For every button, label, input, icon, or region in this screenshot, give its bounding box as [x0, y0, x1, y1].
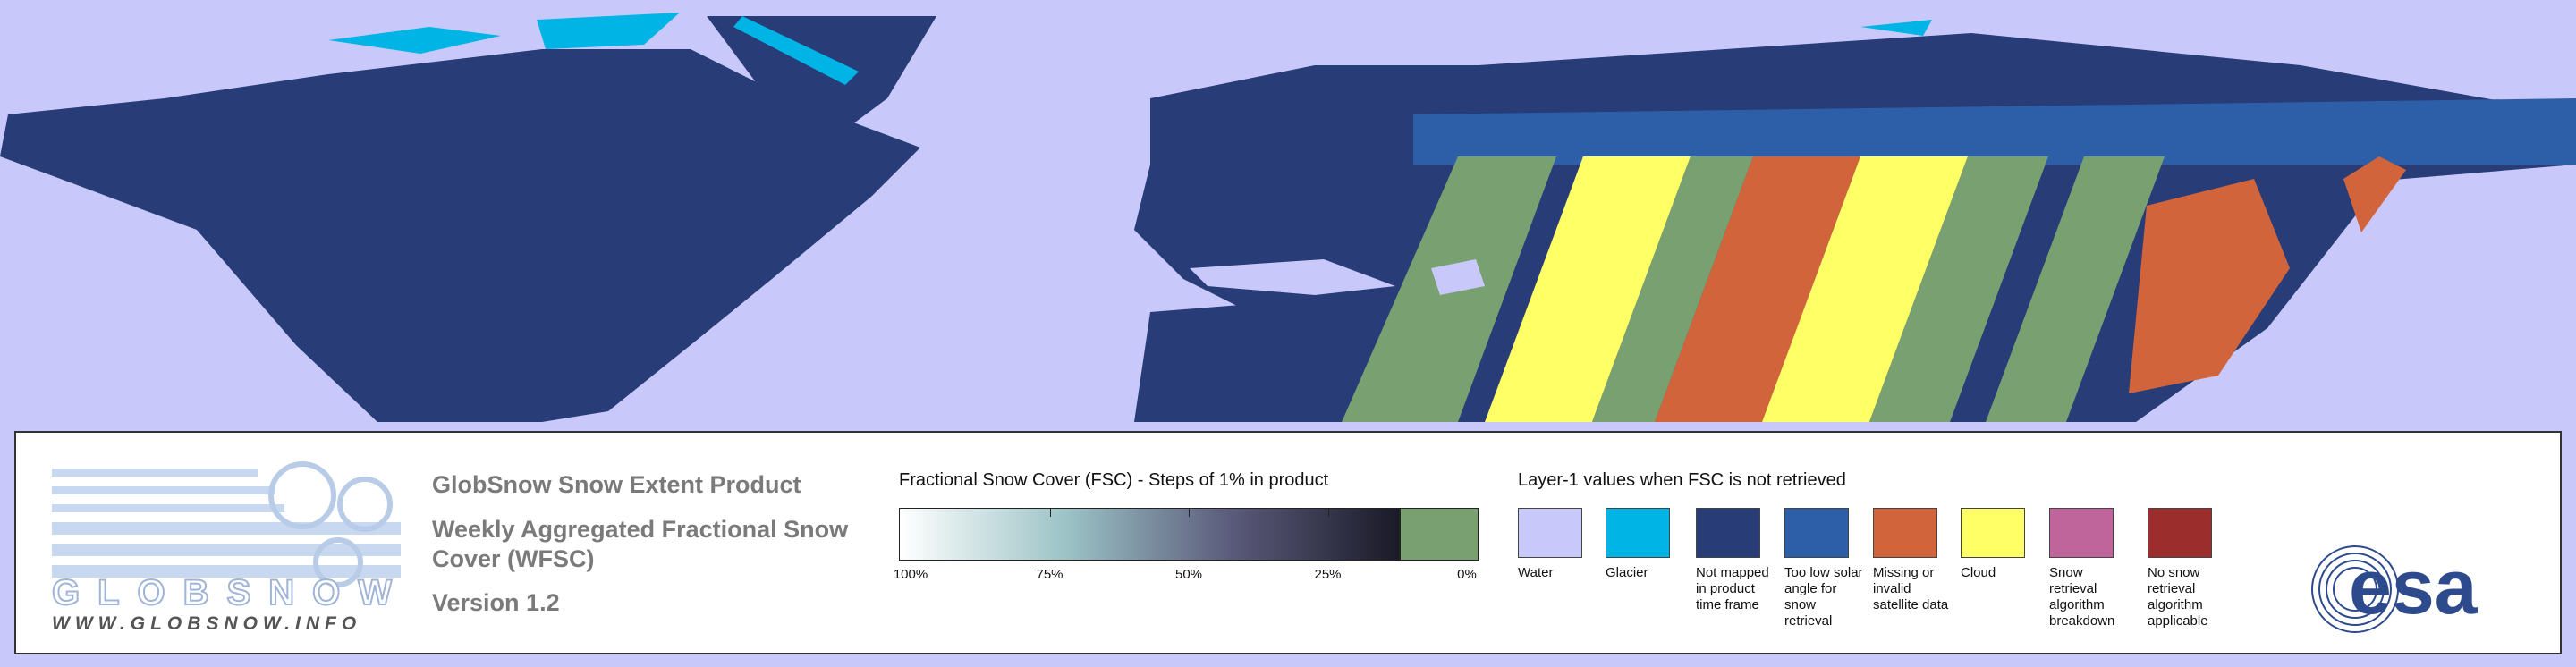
- legend-label: Not mapped in product time frame: [1696, 565, 1769, 612]
- fsc-tick-label: 100%: [893, 567, 928, 582]
- legend-swatch: [1518, 508, 1582, 558]
- fsc-tick-label: 25%: [1314, 567, 1342, 582]
- low-solar-band: [1413, 98, 2576, 165]
- snowflakes: [268, 461, 393, 587]
- legend-swatch: [1606, 508, 1670, 558]
- product-title: GlobSnow Snow Extent Product: [432, 471, 801, 498]
- esa-logo: esa: [2311, 545, 2479, 633]
- legend-swatch: [2148, 508, 2212, 558]
- inland-seas: [1190, 259, 1485, 295]
- fsc-tick-label: 50%: [1174, 567, 1203, 582]
- version: Version 1.2: [432, 589, 560, 616]
- legend-label: Water: [1518, 565, 1554, 580]
- legend-label: Missing or invalid satellite data: [1873, 565, 1949, 612]
- legend-label: Too low solar angle for snow retrieval: [1784, 565, 1863, 629]
- legend-label: Snow retrieval algorithm breakdown: [2049, 565, 2115, 629]
- layer1-title: Layer-1 values when FSC is not retrieved: [1518, 470, 1846, 490]
- north-america: [0, 49, 920, 422]
- satellite-strips: [1342, 156, 2406, 422]
- esa-text: esa: [2349, 545, 2479, 630]
- fsc-tick-label: 0%: [1457, 567, 1477, 582]
- fsc-gradient: [899, 508, 1400, 561]
- globsnow-logo: GLOBSNOW WWW.GLOBSNOW.INFO: [51, 461, 401, 629]
- legend-swatch: [1961, 508, 2025, 558]
- esa-swirl: [2311, 545, 2399, 633]
- fsc-tick-mark: [1049, 508, 1051, 517]
- legend-swatch: [1784, 508, 1849, 558]
- legend-label: Cloud: [1961, 565, 1996, 580]
- fsc-tick-mark: [1189, 508, 1190, 517]
- legend-swatch: [1696, 508, 1760, 558]
- greenland: [707, 16, 936, 148]
- legend-swatch: [1873, 508, 1937, 558]
- product-subtitle: Weekly Aggregated Fractional Snow Cover …: [432, 516, 849, 572]
- legend-label: No snow retrieval algorithm applicable: [2148, 565, 2208, 629]
- fsc-title: Fractional Snow Cover (FSC) - Steps of 1…: [899, 470, 1329, 490]
- logo-url: WWW.GLOBSNOW.INFO: [52, 613, 361, 629]
- fsc-tick-mark: [1327, 508, 1329, 517]
- legend-label: Glacier: [1606, 565, 1648, 580]
- logo-name: GLOBSNOW: [52, 573, 401, 612]
- map: [0, 13, 2576, 422]
- fsc-no-snow: [1400, 508, 1479, 561]
- legend-panel: GLOBSNOW WWW.GLOBSNOW.INFO GlobSnow Snow…: [14, 431, 2562, 654]
- legend-swatch: [2049, 508, 2114, 558]
- fsc-tick-label: 75%: [1036, 567, 1063, 582]
